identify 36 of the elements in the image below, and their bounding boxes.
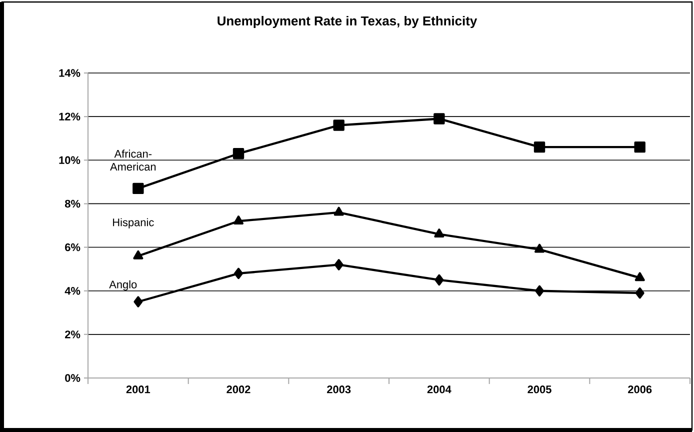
- y-tick-label: 2%: [65, 330, 80, 338]
- y-tick-label: 12%: [59, 112, 80, 120]
- point: [535, 285, 544, 296]
- x-tick-label: 2001: [126, 386, 150, 394]
- y-tick-label: 8%: [64, 200, 80, 208]
- chart-title: Unemployment Rate in Texas, by Ethnicity: [218, 16, 478, 28]
- point: [234, 268, 243, 280]
- x-tick-label: 2006: [628, 386, 652, 394]
- series-label: Anglo: [109, 280, 137, 291]
- point: [635, 287, 644, 299]
- point: [634, 141, 646, 153]
- point: [133, 250, 144, 260]
- point: [434, 228, 444, 238]
- point: [134, 296, 143, 308]
- x-tick-label: 2003: [327, 386, 351, 394]
- point: [534, 141, 546, 153]
- y-tick-label: 6%: [65, 243, 80, 252]
- point: [434, 113, 445, 124]
- y-tick-label: 10%: [59, 156, 80, 164]
- point: [232, 148, 244, 160]
- x-tick-label: 2005: [528, 386, 552, 394]
- point: [334, 259, 344, 270]
- point: [234, 216, 244, 224]
- y-tick-label: 0%: [65, 374, 80, 382]
- x-tick-label: 2004: [427, 386, 452, 394]
- y-tick-label: 4%: [64, 287, 80, 295]
- point: [132, 182, 144, 194]
- series-label: African-American: [110, 150, 156, 171]
- point: [534, 244, 545, 253]
- point: [634, 272, 645, 282]
- x-tick-label: 2002: [226, 386, 250, 394]
- point: [434, 274, 444, 286]
- point: [333, 120, 344, 131]
- series-label: Hispanic: [113, 218, 154, 228]
- y-tick-label: 14%: [59, 69, 80, 77]
- point: [334, 206, 344, 216]
